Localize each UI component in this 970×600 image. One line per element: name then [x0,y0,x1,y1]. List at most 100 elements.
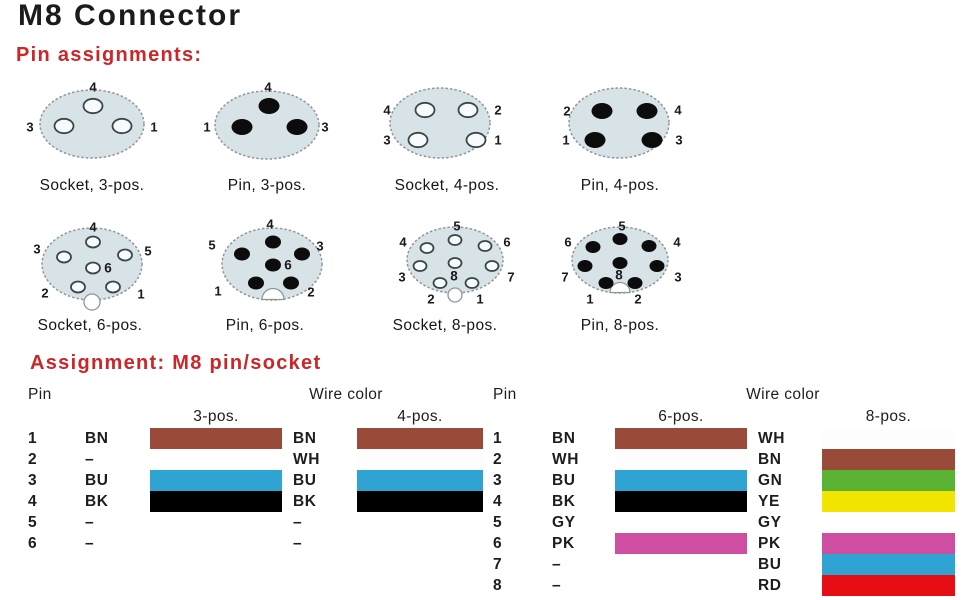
wire-code: BN [552,430,576,447]
pin-number-label: 1 [214,284,221,299]
pin-number-label: 4 [673,235,681,250]
wire-color-bar [822,533,955,554]
pin-contact [234,247,250,261]
wire-code: BN [85,430,109,447]
pin-number: 3 [28,472,38,489]
pin-number-label: 7 [561,270,568,285]
pin-hole [457,101,479,119]
table-rows: 1 BN BN 2 – WH 3 BU BU 4 BK BK 5 – – 6 – – [28,428,498,554]
pin-number-label: 1 [137,287,144,302]
pin-number-label: 2 [41,286,48,301]
pin-number-label: 8 [450,269,458,284]
wire-code: – [552,577,562,594]
table-row: 4 BK YE [493,491,963,512]
table-row: 6 PK PK [493,533,963,554]
pin-contact [231,119,253,135]
pin-column-header: Pin [493,386,517,403]
pin-number-label: 1 [476,292,483,307]
pin-number-label: 3 [26,120,33,135]
wire-code: PK [758,535,781,552]
pin-number-label: 3 [321,120,328,135]
wire-table-3pos-4pos: Pin Wire color 3-pos. 4-pos. 1 BN BN 2 – WH 3 B… [28,383,498,598]
pin-hole [484,260,500,272]
pin-number-label: 4 [399,235,407,250]
wire-code: WH [758,430,786,447]
pin-hole [117,248,133,262]
connector-caption: Socket, 8-pos. [392,317,498,334]
pin-number-label: 1 [494,133,501,148]
wire-code: PK [552,535,575,552]
connector-socket-8pos: 8 5 4 6 3 7 2 1 Socket, 8-pos. [370,213,520,338]
wire-color-bar [150,428,282,449]
pin-number-label: 8 [615,268,623,283]
wire-color-bar [822,428,955,449]
connector-socket-3pos: 4 3 1 Socket, 3-pos. [17,78,167,203]
pin-hole [477,240,493,252]
table-row: 8 – RD [493,575,963,596]
pin-number-label: 4 [89,220,97,235]
wire-color-bar [615,428,747,449]
pin-hole [85,235,101,249]
wire-code: – [85,535,95,552]
pin-number-label: 6 [284,258,292,273]
wire-code: BU [552,472,576,489]
wire-code: – [85,451,95,468]
wire-code: BU [85,472,109,489]
pin-number: 8 [493,577,503,594]
wire-code: BU [758,556,782,573]
wire-code: RD [758,577,782,594]
wire-color-bar [822,554,955,575]
pin-number-label: 4 [264,80,272,95]
table-row: 3 BU BU [28,470,498,491]
pin-number-label: 5 [618,219,625,234]
pin-contact [641,240,657,252]
wire-code: BK [552,493,576,510]
connector-socket-6pos: 6 4 3 5 2 1 Socket, 6-pos. [15,213,165,338]
pin-number-label: 6 [564,235,571,250]
pin-number: 6 [493,535,503,552]
pin-hole [105,280,121,294]
pin-number-label: 6 [104,261,112,276]
wire-code: – [293,514,303,531]
pin-hole [447,257,463,269]
wire-code: GN [758,472,783,489]
wire-color-header: Wire color [746,386,820,403]
pin-hole [447,234,463,246]
pin-contact [612,233,628,245]
pin-number-label: 2 [307,285,314,300]
connector-diagram: 4 2 3 1 [383,87,502,159]
table-row: 7 – BU [493,554,963,575]
pin-contact [585,241,601,253]
pin-contact [612,257,628,269]
pin-number-label: 2 [634,292,641,307]
keyway-notch [83,293,101,311]
keyway-notch [447,287,463,303]
pin-hole [465,131,487,149]
connector-caption: Socket, 6-pos. [37,317,143,334]
pin-number-label: 6 [503,235,510,250]
pin-hole [432,277,448,289]
pin-number: 2 [28,451,38,468]
wire-color-bar [822,575,955,596]
connector-pin-8pos: 8 5 6 4 7 3 1 2 Pin, 8-pos. [545,213,695,338]
wire-color-bar [357,428,483,449]
connector-body [39,89,145,159]
pin-hole [85,261,101,275]
wire-color-bar [150,470,282,491]
connector-caption: Pin, 6-pos. [225,317,305,334]
connector-diagram: 4 1 3 [203,80,329,160]
connector-diagram: 8 5 4 6 3 7 2 1 [398,219,514,307]
wire-code: YE [758,493,780,510]
pin-number-label: 1 [586,292,593,307]
pin-hole [70,280,86,294]
pin-number-label: 1 [150,120,157,135]
pin-number-label: 5 [208,238,215,253]
wire-code: BN [758,451,782,468]
table-row: 3 BU GN [493,470,963,491]
table-row: 2 WH BN [493,449,963,470]
wire-color-bar [615,470,747,491]
pin-contact [591,103,613,119]
pin-column-header: Pin [28,386,52,403]
pin-number-label: 4 [383,103,391,118]
